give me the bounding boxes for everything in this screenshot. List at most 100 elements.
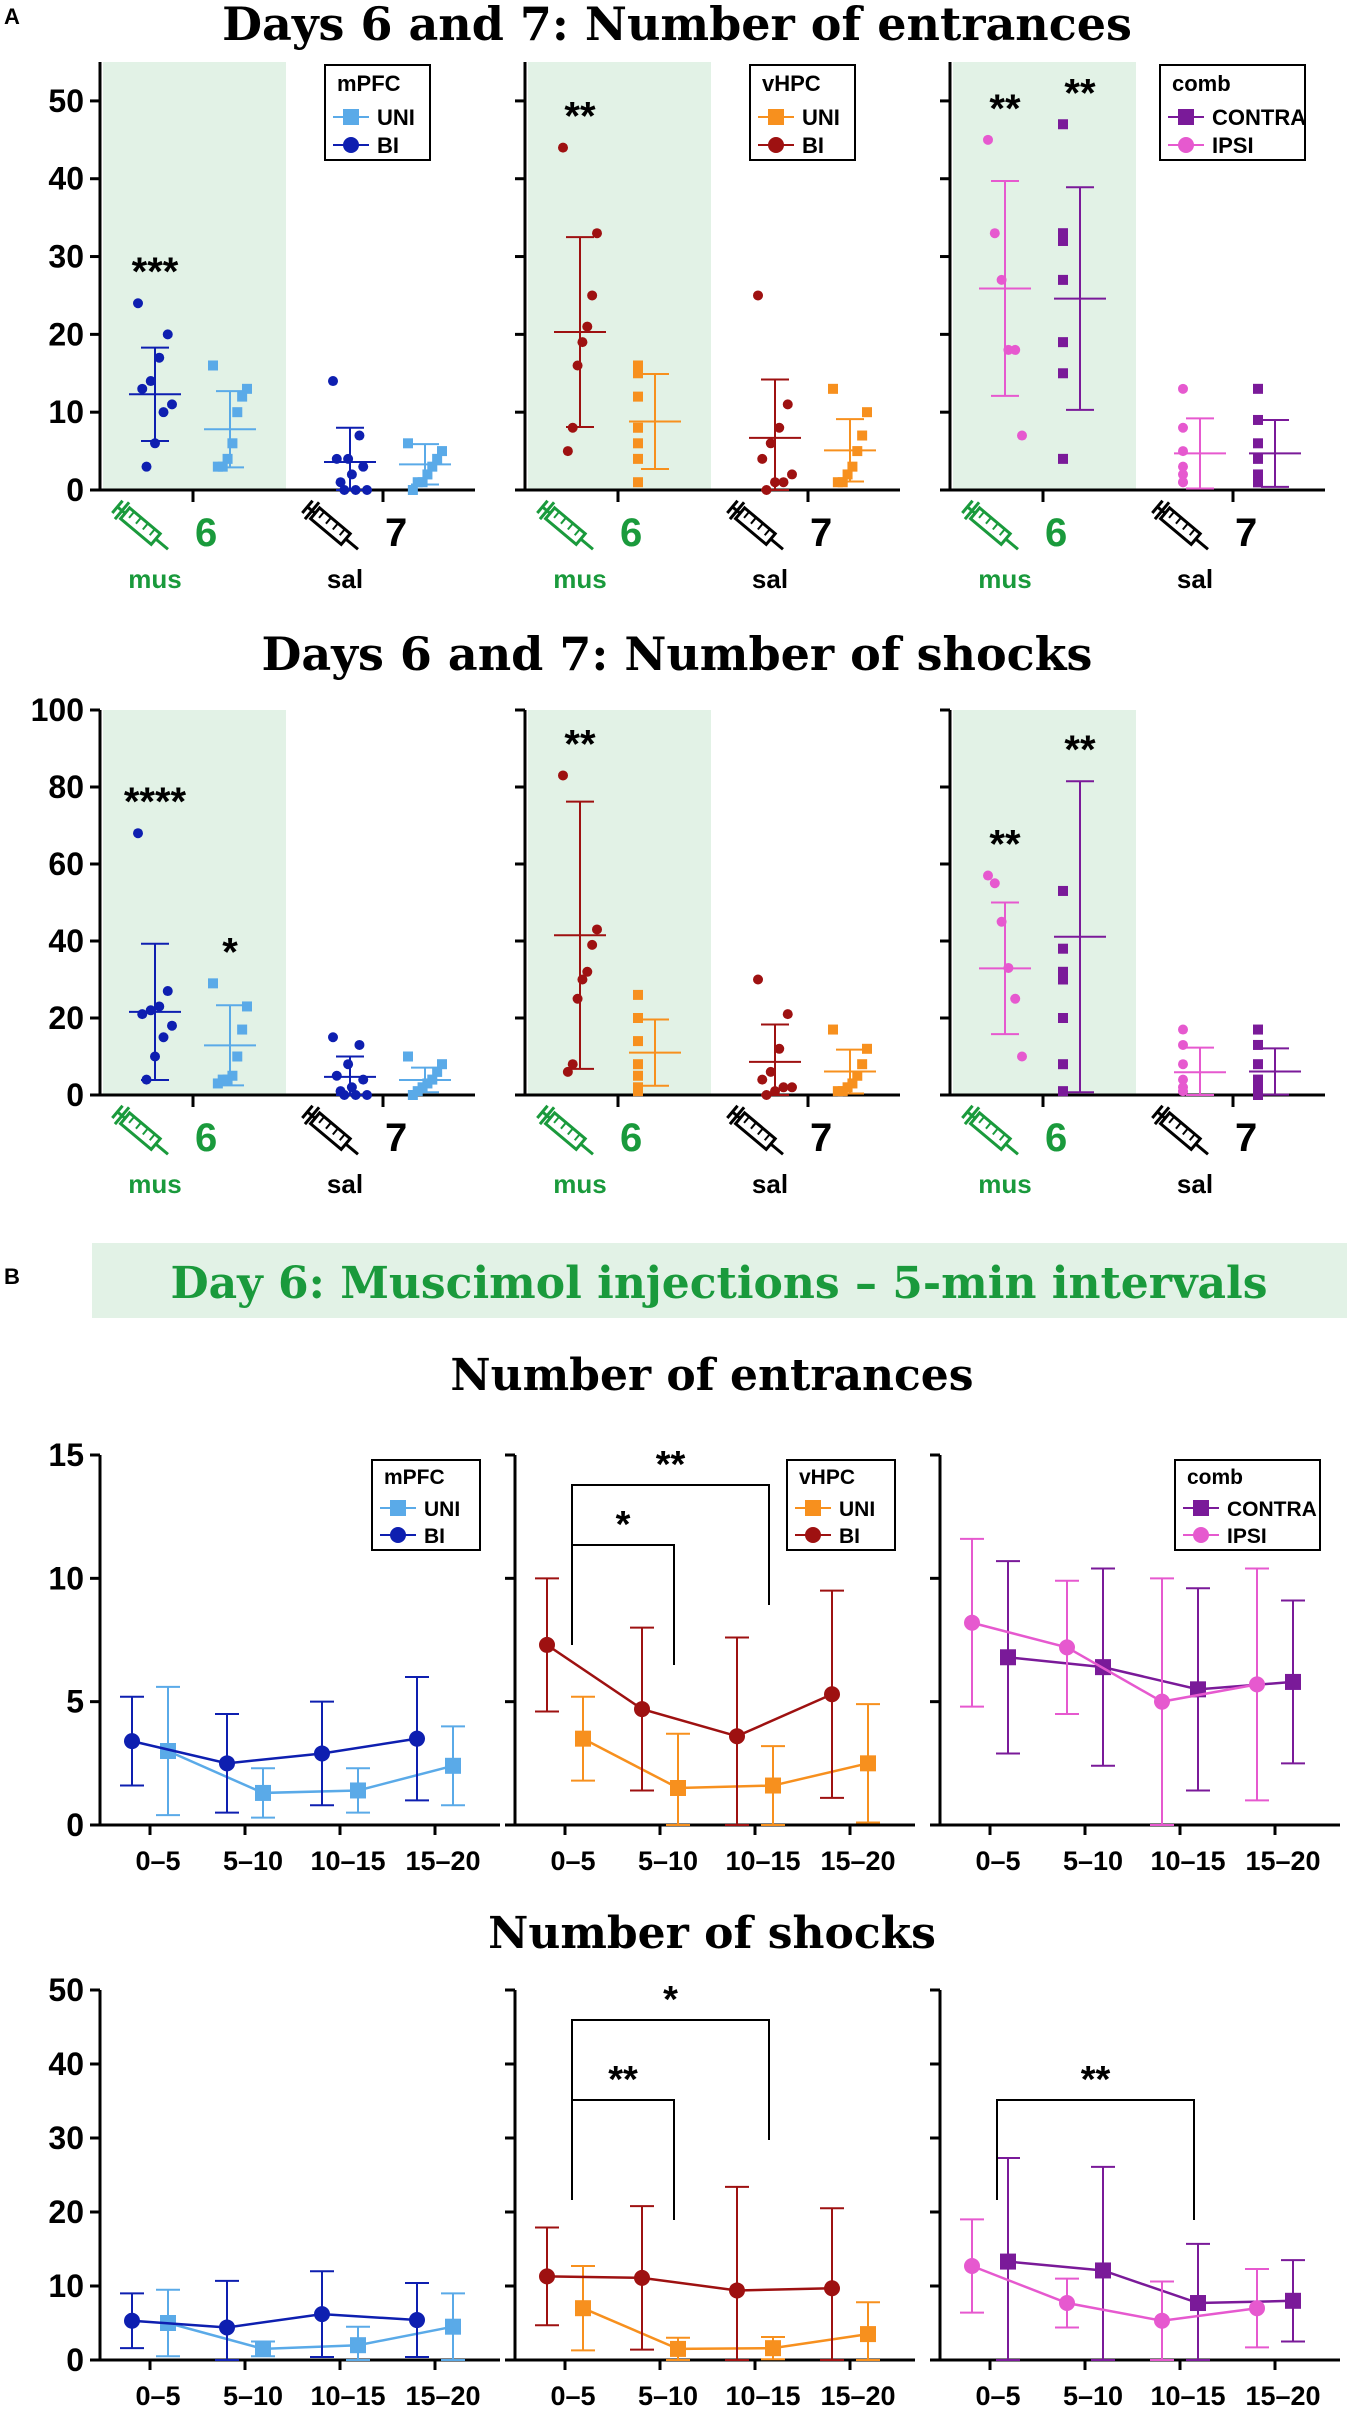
syringe-icon-graduation bbox=[148, 1133, 156, 1141]
panel-2: ** ** 6 mus 7 sal comb CONTRA IPSI bbox=[940, 62, 1325, 594]
syringe-icon-graduation bbox=[135, 1121, 142, 1130]
syringe-icon-barrel bbox=[733, 505, 778, 547]
data-point bbox=[407, 1090, 418, 1100]
data-point bbox=[778, 477, 789, 488]
syringe-icon-flange bbox=[1153, 1106, 1171, 1126]
data-point bbox=[633, 422, 643, 433]
syringe-icon-plunger-cap bbox=[111, 499, 124, 514]
data-point bbox=[1010, 344, 1021, 355]
syringe-icon-graduation bbox=[1188, 528, 1196, 536]
legend-label: UNI bbox=[802, 105, 840, 130]
data-point bbox=[158, 407, 169, 418]
chart-title: Days 6 and 7: Number of shocks bbox=[262, 627, 1093, 681]
data-point bbox=[1058, 1059, 1068, 1070]
shaded-region bbox=[953, 62, 1136, 490]
significance-stars: **** bbox=[124, 780, 187, 824]
data-point bbox=[1253, 1059, 1263, 1070]
legend-marker bbox=[768, 137, 784, 153]
legend-marker bbox=[805, 1527, 821, 1543]
data-point bbox=[154, 352, 165, 363]
series-bi bbox=[120, 1676, 429, 1814]
series-bi-day6: ** bbox=[554, 722, 606, 1077]
syringe-icon-graduation bbox=[750, 516, 757, 525]
syringe-icon-graduation bbox=[763, 528, 771, 536]
data-point bbox=[350, 1782, 366, 1799]
syringe-icon-graduation bbox=[332, 1127, 339, 1136]
series-bi bbox=[120, 2270, 429, 2361]
data-point bbox=[1058, 337, 1068, 348]
data-point bbox=[328, 376, 338, 387]
shaded-region bbox=[953, 710, 1136, 1095]
data-point bbox=[857, 1059, 868, 1070]
data-point bbox=[1253, 477, 1263, 488]
syringe-icon-graduation bbox=[1188, 1133, 1196, 1141]
data-point bbox=[1058, 119, 1068, 130]
data-point bbox=[964, 1614, 980, 1631]
figure-body: A B Days 6 and 7: Number of entrances 0 10 20… bbox=[4, 0, 1347, 2411]
data-point bbox=[670, 1780, 686, 1796]
data-point bbox=[1059, 1639, 1075, 1656]
series-bi-day7 bbox=[749, 290, 801, 495]
y-tick-label: 0 bbox=[66, 1077, 84, 1113]
syringe-icon-graduation bbox=[567, 522, 574, 531]
syringe-icon-graduation bbox=[560, 1121, 567, 1130]
data-point bbox=[1178, 469, 1188, 480]
data-point bbox=[633, 989, 643, 1000]
bracket-line bbox=[571, 2019, 770, 2140]
data-point bbox=[753, 290, 763, 301]
data-point bbox=[242, 383, 252, 394]
x-tick-label: 5–10 bbox=[223, 2381, 283, 2411]
x-tick-label: 10–15 bbox=[725, 1846, 800, 1876]
syringe-icon-needle bbox=[344, 537, 359, 551]
legend-label: CONTRA bbox=[1212, 105, 1306, 130]
series-contra-day7 bbox=[1249, 1024, 1301, 1100]
syringe-icon-graduation bbox=[338, 1133, 346, 1141]
data-point bbox=[1154, 2312, 1170, 2329]
x-tick-label: 0–5 bbox=[135, 2381, 180, 2411]
data-point bbox=[582, 966, 593, 977]
series-line bbox=[971, 2264, 1258, 2323]
data-point bbox=[1010, 993, 1021, 1004]
series-uni-day7 bbox=[399, 1051, 451, 1100]
data-point bbox=[219, 1755, 235, 1772]
data-point bbox=[824, 2280, 840, 2297]
series-uni bbox=[571, 1695, 880, 1826]
syringe-icon-graduation bbox=[318, 511, 325, 519]
x-group-treatment: mus bbox=[978, 1169, 1031, 1199]
legend-marker bbox=[1193, 1527, 1209, 1543]
data-point bbox=[633, 453, 643, 464]
syringe-icon-needle bbox=[344, 1142, 359, 1156]
shaded-region bbox=[103, 62, 286, 490]
data-point bbox=[572, 993, 583, 1004]
data-point bbox=[350, 2337, 366, 2354]
syringe-icon-barrel bbox=[308, 1110, 353, 1152]
legend-title: mPFC bbox=[337, 71, 401, 96]
syringe-icon bbox=[1151, 499, 1209, 551]
syringe-icon-barrel bbox=[118, 1110, 163, 1152]
data-point bbox=[242, 1001, 252, 1012]
data-point bbox=[167, 1020, 177, 1031]
bracket-label: ** bbox=[656, 1444, 686, 1486]
series-contra-day6: ** bbox=[1054, 728, 1106, 1097]
series-contra bbox=[996, 1560, 1305, 1792]
significance-stars: * bbox=[222, 930, 238, 974]
x-tick-label: 15–20 bbox=[405, 2381, 480, 2411]
x-group-day: 7 bbox=[385, 1116, 407, 1160]
y-tick-label: 15 bbox=[48, 1437, 84, 1473]
syringe-icon-plunger-cap bbox=[536, 1104, 549, 1119]
syringe-icon-graduation bbox=[743, 511, 750, 519]
syringe-icon-barrel bbox=[118, 505, 163, 547]
data-point bbox=[782, 399, 793, 410]
significance-stars: ** bbox=[989, 823, 1021, 867]
legend-label: BI bbox=[424, 1525, 445, 1548]
data-point bbox=[162, 329, 173, 340]
syringe-icon bbox=[726, 499, 784, 551]
syringe-icon-needle bbox=[579, 1142, 594, 1156]
series-uni-day6 bbox=[629, 989, 681, 1097]
data-point bbox=[587, 939, 598, 950]
panel-1: ** 6 mus 7 sal bbox=[515, 708, 900, 1199]
data-point bbox=[219, 2319, 235, 2336]
legend-marker bbox=[343, 137, 359, 153]
data-point bbox=[1178, 1039, 1188, 1050]
